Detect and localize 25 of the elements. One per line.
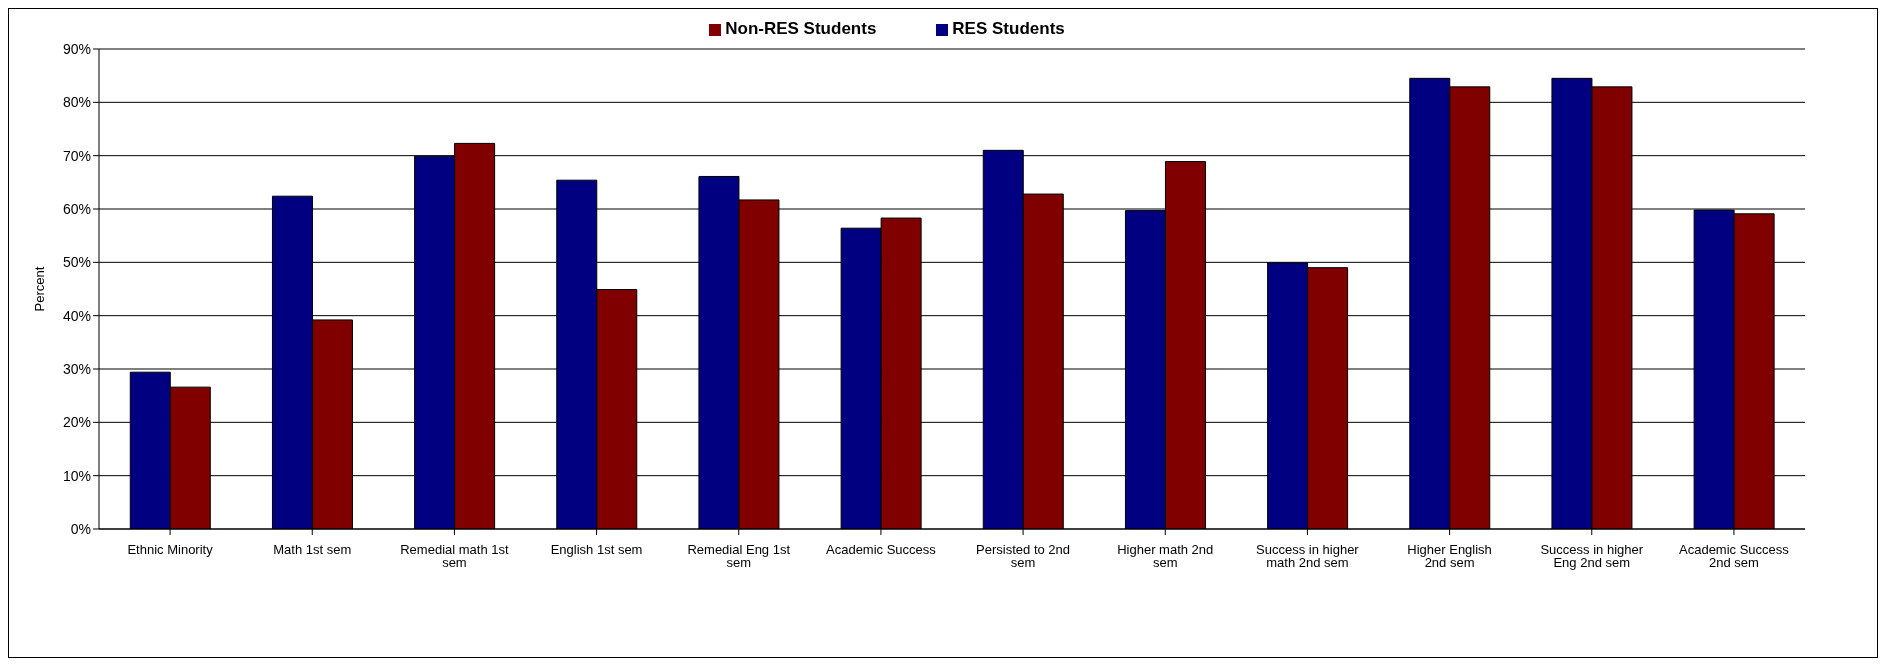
y-tick-label: 50%: [62, 254, 91, 271]
x-tick-label: Remedial math 1st sem: [400, 542, 509, 571]
x-tick-label: Success in higher math 2nd sem: [1256, 542, 1360, 571]
y-tick-label: 10%: [62, 467, 91, 484]
x-tick-label: Ethnic Minority: [127, 542, 214, 558]
x-tick-label: Persisted to 2nd sem: [976, 542, 1071, 571]
y-tick-label: 80%: [62, 94, 91, 111]
x-tick-label: Academic Success 2nd sem: [1679, 542, 1790, 571]
y-tick-label: 30%: [62, 360, 91, 377]
y-tick-label: 90%: [62, 40, 91, 57]
x-tick-label: Higher English 2nd sem: [1407, 542, 1492, 571]
y-tick-label: 60%: [62, 200, 91, 217]
legend-label: Non-RES Students: [725, 19, 877, 38]
x-tick-label: English 1st sem: [550, 542, 643, 558]
y-tick-label: 40%: [62, 307, 91, 324]
y-tick-label: 20%: [62, 414, 91, 431]
x-tick-label: Academic Success: [826, 542, 937, 558]
y-axis-title: Percent: [31, 266, 47, 312]
x-tick-label: Success in higher Eng 2nd sem: [1540, 542, 1644, 571]
y-tick-label: 70%: [62, 147, 91, 164]
x-tick-label: Math 1st sem: [273, 542, 352, 558]
x-tick-label: Higher math 2nd sem: [1117, 542, 1214, 571]
x-tick-label: Remedial Eng 1st sem: [687, 542, 791, 571]
legend-label: RES Students: [952, 19, 1065, 38]
y-tick-label: 0%: [70, 520, 91, 537]
